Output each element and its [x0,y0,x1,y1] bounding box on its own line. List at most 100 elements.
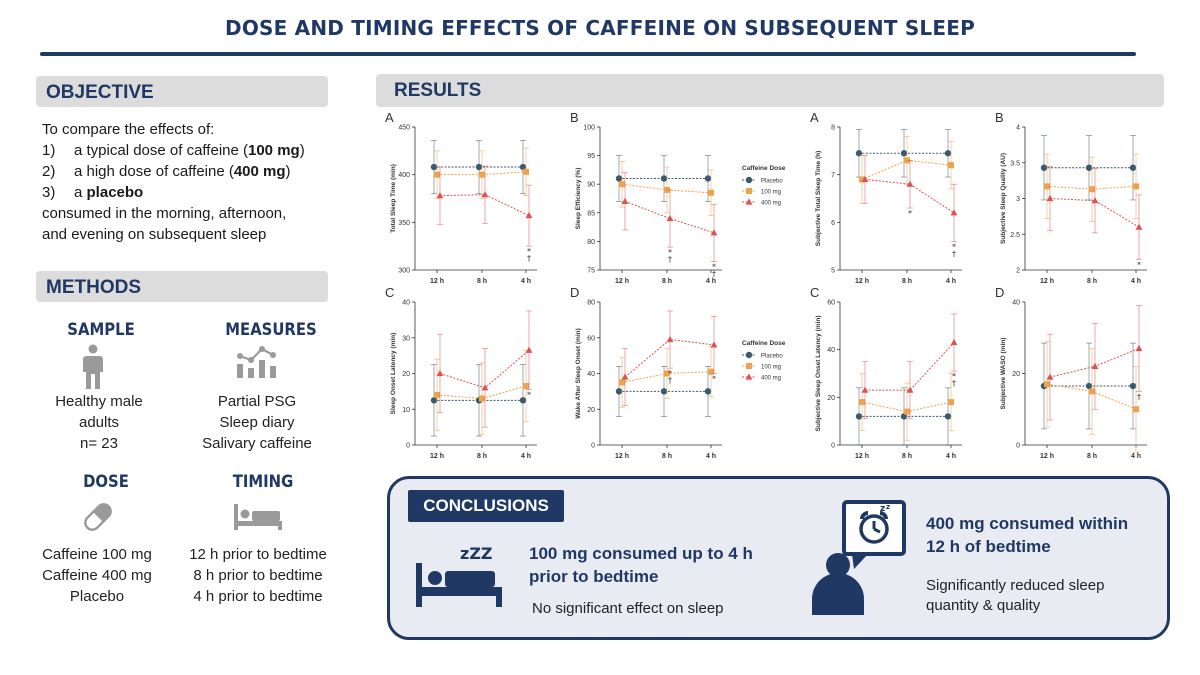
timing-text: 12 h prior to bedtime 8 h prior to bedti… [178,544,338,607]
legend-label: Placebo [761,179,783,185]
series-0 [430,139,527,195]
significance-mark: * [1137,260,1141,269]
objective-heading: OBJECTIVE [36,76,328,107]
series-line [439,194,530,217]
measures-line: Partial PSG [217,393,297,410]
data-point-400mg [1046,373,1054,380]
panel-letter: D [995,285,1004,300]
data-point-100mg [664,370,670,377]
sleeping-bed-icon: zZZ [414,541,514,616]
series-line [1046,185,1137,190]
y-tick-label: 80 [587,300,595,307]
y-tick-label: 95 [587,153,595,160]
x-tick-label: 8 h [902,278,912,285]
chart-subjective-waso: D Subjective WASO (min) 0 20 40 12 h 8 h 4 h † [995,285,1165,465]
y-tick-label: 6 [831,220,835,227]
x-tick-label: 4 h [946,453,956,460]
y-tick-label: 60 [827,300,835,307]
series-line [621,183,712,194]
data-point-400mg [1135,344,1143,352]
data-point-placebo [1040,164,1048,171]
measures-text: Partial PSG Sleep diary Salivary caffein… [177,391,337,454]
x-tick-label: 4 h [706,453,716,460]
sample-line: adults [78,414,120,431]
page-title: DOSE AND TIMING EFFECTS OF CAFFEINE ON S… [225,16,975,40]
data-point-100mg [434,391,440,398]
data-point-100mg [904,408,910,415]
panel-letter: D [570,285,579,300]
panel-letter: C [385,285,394,300]
series-line [1049,348,1140,378]
series-line [861,159,952,180]
series-0 [1040,135,1137,201]
objective-item-2: 2) a high dose of caffeine (400 mg) [42,161,342,182]
timing-line: 8 h prior to bedtime [193,567,323,584]
methods-heading: METHODS [36,271,328,302]
conclusion-right-heading-line: 400 mg consumed within [926,514,1129,533]
data-point-400mg [481,191,489,198]
y-tick-label: 20 [1012,371,1020,378]
conclusion-left-heading: 100 mg consumed up to 4 h prior to bedti… [529,542,809,588]
series-1 [859,373,954,441]
y-tick-label: 350 [398,220,410,227]
objective-item-1: 1) a typical dose of caffeine (100 mg) [42,140,342,161]
x-tick-label: 12 h [615,278,629,285]
y-tick-label: 20 [827,395,835,402]
y-tick-label: 80 [587,239,595,246]
data-point-100mg [1089,388,1095,395]
series-0 [855,387,952,446]
chart-wake-after-sleep-onset: D Wake After Sleep Onset (min) 0 20 40 60 80 12… [570,285,805,465]
series-2 [861,313,958,420]
data-point-400mg [1091,197,1099,204]
measures-heading: MEASURES [225,320,317,339]
series-line [437,171,527,176]
chart-sleep-efficiency: B Sleep Efficiency (%) 75 80 85 90 95 100 12 h 8 … [570,110,805,290]
series-1 [619,346,714,408]
dose-line: Placebo [69,588,125,605]
y-axis-label: Subjective Sleep Quality (AU) [1000,153,1007,244]
y-tick-label: 3 [1016,196,1020,203]
objective-item-text: a typical dose of caffeine ( [74,142,248,159]
data-point-400mg [906,386,914,393]
significance-mark: * [952,372,956,381]
data-point-placebo [519,163,527,171]
y-tick-label: 75 [587,268,595,275]
significance-mark: † [712,269,716,278]
x-tick-label: 4 h [946,278,956,285]
x-tick-label: 8 h [477,278,487,285]
x-tick-label: 8 h [477,453,487,460]
legend-label: Placebo [761,354,783,360]
x-tick-label: 4 h [521,453,531,460]
measures-line: Sleep diary [219,414,295,431]
significance-mark: * [908,209,912,218]
data-point-100mg [948,399,954,406]
data-point-placebo [660,388,668,395]
data-point-400mg [481,384,489,391]
data-point-100mg [859,176,865,183]
y-tick-label: 300 [398,268,410,275]
significance-mark: † [668,255,672,264]
series-2 [1046,165,1143,260]
conclusion-left-text: No significant effect on sleep [532,600,724,617]
series-2 [436,165,533,247]
y-axis-label: Subjective WASO (min) [1000,338,1007,410]
y-tick-label: 85 [587,210,595,217]
dose-text: Caffeine 100 mg Caffeine 400 mg Placebo [17,544,177,607]
legend-label: 400 mg [761,376,781,382]
chart-sleep-onset-latency: C Sleep Onset Latency (min) 0 10 20 30 40 12 h 8… [385,285,555,465]
significance-mark: * [712,375,716,384]
series-2 [621,172,718,262]
data-point-100mg [523,383,529,390]
objective-item-number: 2) [42,163,56,180]
sample-line: n= 23 [80,435,118,452]
data-point-400mg [621,197,629,204]
y-axis-label: Subjective Total Sleep Time (h) [815,151,822,246]
bed-icon [233,502,283,537]
y-tick-label: 5 [831,268,835,275]
x-tick-label: 12 h [1040,278,1054,285]
y-tick-label: 2.5 [1010,232,1020,239]
y-axis-label: Sleep Onset Latency (min) [390,333,397,415]
data-point-placebo [704,388,712,395]
data-point-400mg [621,373,629,380]
y-tick-label: 90 [587,182,595,189]
